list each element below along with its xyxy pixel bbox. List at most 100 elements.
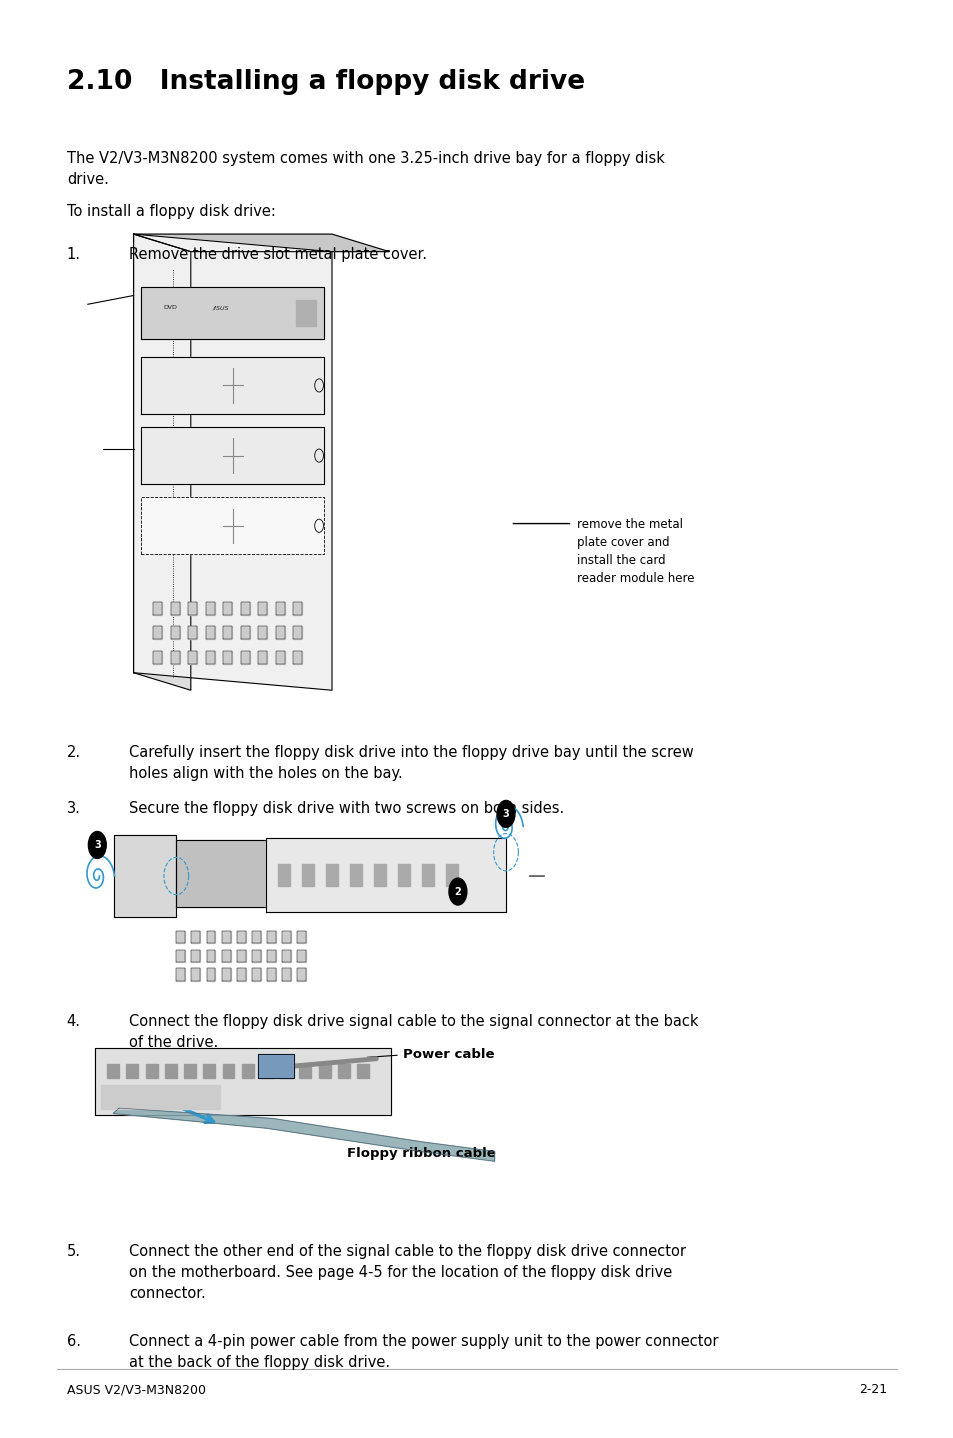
Text: Remove the drive slot metal plate cover.: Remove the drive slot metal plate cover. — [129, 247, 426, 262]
Bar — [206, 949, 215, 962]
Bar — [293, 651, 302, 664]
Polygon shape — [176, 840, 320, 907]
Polygon shape — [133, 234, 191, 690]
Bar — [277, 864, 290, 886]
Bar — [252, 930, 260, 943]
Text: 6.: 6. — [67, 1334, 81, 1349]
Polygon shape — [114, 834, 176, 917]
Bar — [258, 601, 267, 615]
Text: 3: 3 — [502, 810, 509, 818]
Bar — [275, 601, 284, 615]
Bar — [356, 1064, 369, 1078]
Text: To install a floppy disk drive:: To install a floppy disk drive: — [67, 204, 275, 219]
Bar — [184, 1064, 195, 1078]
Bar — [221, 968, 231, 981]
Bar — [374, 864, 385, 886]
Bar — [223, 601, 232, 615]
Bar — [176, 930, 185, 943]
Bar — [223, 651, 232, 664]
Text: 3.: 3. — [67, 801, 81, 815]
Bar — [301, 864, 314, 886]
Bar — [206, 930, 215, 943]
Bar — [188, 651, 197, 664]
Circle shape — [89, 831, 106, 858]
Text: 2: 2 — [454, 887, 461, 896]
Bar — [267, 949, 275, 962]
Bar — [275, 626, 284, 640]
Bar — [318, 1064, 330, 1078]
Text: Connect a 4-pin power cable from the power supply unit to the power connector
at: Connect a 4-pin power cable from the pow… — [129, 1334, 718, 1370]
Bar — [165, 1064, 176, 1078]
Bar — [206, 651, 214, 664]
Bar — [236, 968, 246, 981]
Bar — [267, 968, 275, 981]
Polygon shape — [296, 301, 315, 326]
Bar — [192, 968, 200, 981]
Text: Power cable: Power cable — [402, 1048, 494, 1061]
Bar — [297, 968, 306, 981]
Bar — [240, 601, 250, 615]
Bar — [206, 968, 215, 981]
Text: /ISUS: /ISUS — [213, 305, 230, 311]
Bar — [146, 1064, 157, 1078]
Bar — [206, 626, 214, 640]
Polygon shape — [133, 234, 332, 690]
Bar — [107, 1064, 119, 1078]
Bar — [350, 864, 361, 886]
Bar — [325, 864, 337, 886]
Bar — [282, 949, 291, 962]
Bar — [282, 930, 291, 943]
Bar — [258, 651, 267, 664]
Polygon shape — [95, 1047, 391, 1114]
Polygon shape — [141, 357, 324, 414]
Text: DVD: DVD — [163, 305, 177, 311]
Text: 2-21: 2-21 — [859, 1383, 886, 1396]
Bar — [188, 626, 197, 640]
Bar — [153, 601, 162, 615]
Text: Secure the floppy disk drive with two screws on both sides.: Secure the floppy disk drive with two sc… — [129, 801, 563, 815]
Bar — [236, 930, 246, 943]
Bar — [297, 930, 306, 943]
Bar — [258, 626, 267, 640]
Bar — [188, 601, 197, 615]
Bar — [282, 968, 291, 981]
Text: Floppy ribbon cable: Floppy ribbon cable — [347, 1148, 495, 1160]
Bar — [176, 949, 185, 962]
Text: 2.: 2. — [67, 745, 81, 759]
Polygon shape — [141, 427, 324, 485]
Text: remove the metal
plate cover and
install the card
reader module here: remove the metal plate cover and install… — [577, 518, 694, 585]
Bar — [192, 930, 200, 943]
Polygon shape — [133, 234, 389, 252]
Circle shape — [449, 879, 466, 905]
Bar — [222, 1064, 234, 1078]
Bar — [299, 1064, 311, 1078]
Bar — [203, 1064, 215, 1078]
Polygon shape — [113, 1109, 495, 1162]
Bar — [252, 949, 260, 962]
Bar — [171, 626, 179, 640]
Bar — [171, 651, 179, 664]
Polygon shape — [141, 286, 324, 339]
Bar — [445, 864, 457, 886]
Bar — [240, 651, 250, 664]
Bar — [221, 930, 231, 943]
Bar — [261, 1064, 273, 1078]
Text: Connect the other end of the signal cable to the floppy disk drive connector
on : Connect the other end of the signal cabl… — [129, 1244, 685, 1301]
Text: The V2/V3-M3N8200 system comes with one 3.25-inch drive bay for a floppy disk
dr: The V2/V3-M3N8200 system comes with one … — [67, 151, 664, 187]
Bar — [223, 626, 232, 640]
Bar — [252, 968, 260, 981]
Bar — [421, 864, 434, 886]
Text: Connect the floppy disk drive signal cable to the signal connector at the back
o: Connect the floppy disk drive signal cab… — [129, 1014, 698, 1050]
Bar — [127, 1064, 138, 1078]
Text: 2.10   Installing a floppy disk drive: 2.10 Installing a floppy disk drive — [67, 69, 584, 95]
Polygon shape — [257, 1054, 294, 1078]
Bar — [297, 949, 306, 962]
Bar — [267, 930, 275, 943]
Polygon shape — [141, 498, 324, 554]
Bar — [221, 949, 231, 962]
Text: 3: 3 — [93, 840, 101, 850]
Bar — [153, 651, 162, 664]
Circle shape — [497, 801, 515, 827]
Polygon shape — [265, 838, 505, 912]
Bar — [293, 601, 302, 615]
